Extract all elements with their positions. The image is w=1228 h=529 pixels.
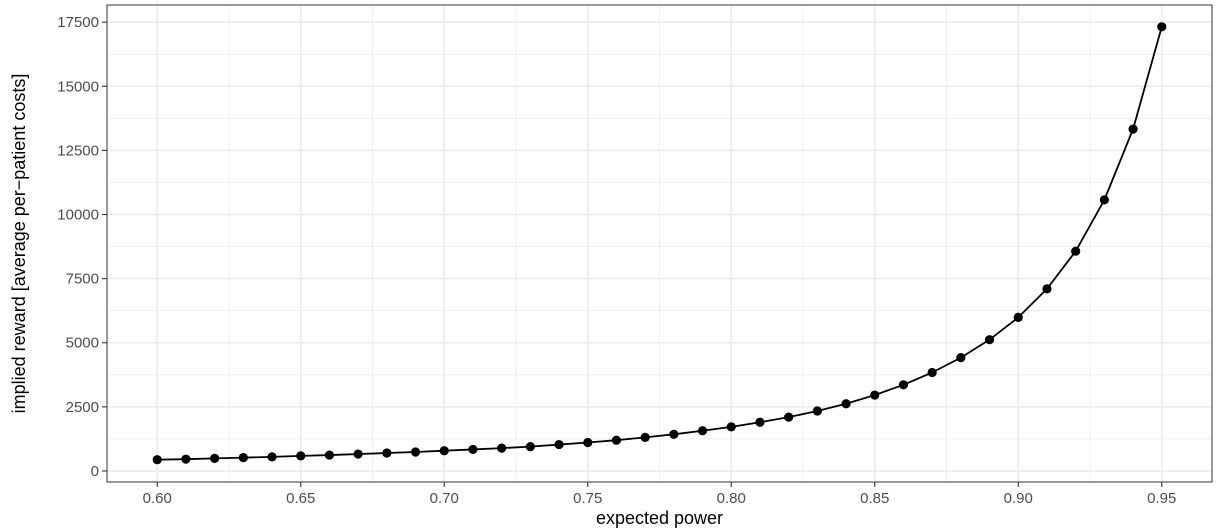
y-tick-label: 17500 [57, 14, 99, 31]
y-tick-label: 5000 [66, 335, 99, 352]
data-point [525, 442, 535, 452]
series-line [157, 26, 1163, 461]
data-point [468, 444, 478, 455]
data-point [210, 453, 220, 464]
data-point [1099, 195, 1109, 205]
data-point [927, 367, 937, 378]
data-point [1157, 22, 1167, 32]
data-point [267, 452, 277, 462]
data-point [382, 448, 392, 458]
data-point [181, 454, 191, 464]
data-point [324, 450, 335, 460]
data-point [726, 422, 736, 432]
data-point [784, 412, 794, 422]
x-tick-label: 0.65 [286, 490, 315, 507]
y-tick-label: 12500 [57, 142, 99, 159]
x-tick-label: 0.85 [860, 490, 889, 507]
data-point [583, 437, 593, 448]
y-axis-title: implied reward [average per−patient cost… [9, 74, 29, 414]
data-point [697, 426, 708, 436]
data-point [238, 453, 248, 463]
data-point [1013, 312, 1023, 322]
data-point [1128, 124, 1138, 134]
data-point [353, 449, 363, 459]
data-point [296, 451, 306, 461]
panel-border [106, 4, 1213, 483]
data-point [554, 439, 564, 450]
x-tick-label: 0.90 [1004, 490, 1033, 507]
y-tick-label: 2500 [66, 399, 99, 416]
series-layer [152, 22, 1167, 465]
y-axis: 0 2500 5000 7500 10000 12500 15000 17500 [57, 14, 107, 480]
data-point [755, 417, 765, 427]
y-tick-label: 7500 [66, 271, 99, 288]
data-point [841, 399, 851, 409]
data-point [152, 455, 162, 465]
x-axis: 0.60 0.65 0.70 0.75 0.80 0.85 0.90 0.95 [143, 482, 1176, 507]
data-point [1071, 246, 1081, 256]
y-tick-label: 10000 [57, 207, 99, 224]
x-tick-label: 0.70 [430, 490, 459, 507]
data-point [611, 435, 622, 445]
data-point [898, 380, 909, 390]
y-tick-label: 15000 [57, 78, 99, 95]
x-axis-title: expected power [596, 508, 723, 528]
data-point [870, 390, 880, 400]
data-point [410, 447, 421, 457]
data-point [812, 406, 822, 416]
x-tick-label: 0.75 [573, 490, 602, 507]
y-tick-label: 0 [91, 463, 99, 480]
data-point [1042, 284, 1052, 294]
data-point [640, 432, 650, 442]
data-point [497, 443, 507, 453]
data-point [984, 335, 995, 345]
x-tick-label: 0.80 [717, 490, 746, 507]
data-point [439, 446, 449, 456]
data-point [956, 353, 966, 363]
data-point [669, 429, 679, 439]
x-tick-label: 0.95 [1147, 490, 1176, 507]
x-tick-label: 0.60 [143, 490, 172, 507]
grid [107, 5, 1212, 482]
